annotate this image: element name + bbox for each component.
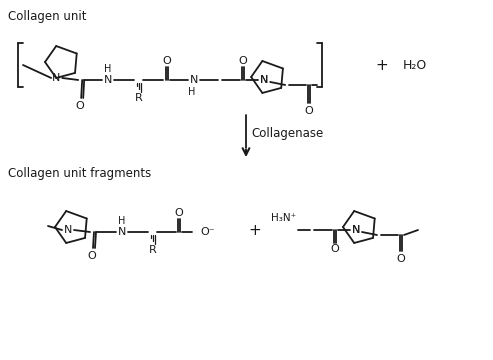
Text: O⁻: O⁻ [200,227,214,237]
Text: O: O [397,254,405,264]
Text: O: O [331,244,339,254]
Text: O: O [88,251,96,261]
Text: O: O [175,208,183,218]
Text: O: O [239,56,247,66]
Text: N: N [260,75,268,85]
Text: O: O [163,56,172,66]
Text: N: N [104,75,112,85]
Text: Collagenase: Collagenase [251,126,323,140]
Text: N: N [352,225,360,235]
Text: H: H [105,64,112,74]
Text: O: O [305,106,314,116]
Text: H₃N⁺: H₃N⁺ [272,213,297,223]
Text: N: N [52,73,60,83]
Text: N: N [64,225,72,235]
Text: +: + [248,222,261,238]
Text: O: O [76,101,85,111]
Text: H: H [188,87,196,97]
Text: N: N [118,227,126,237]
Text: R: R [135,93,143,103]
Text: N: N [190,75,198,85]
Text: +: + [376,58,388,72]
Text: Collagen unit: Collagen unit [8,10,86,23]
Text: H: H [118,216,126,226]
Text: Collagen unit fragments: Collagen unit fragments [8,167,151,180]
Text: R: R [149,245,157,255]
Text: H₂O: H₂O [403,59,427,72]
Text: N: N [260,75,268,85]
Text: N: N [352,225,360,235]
